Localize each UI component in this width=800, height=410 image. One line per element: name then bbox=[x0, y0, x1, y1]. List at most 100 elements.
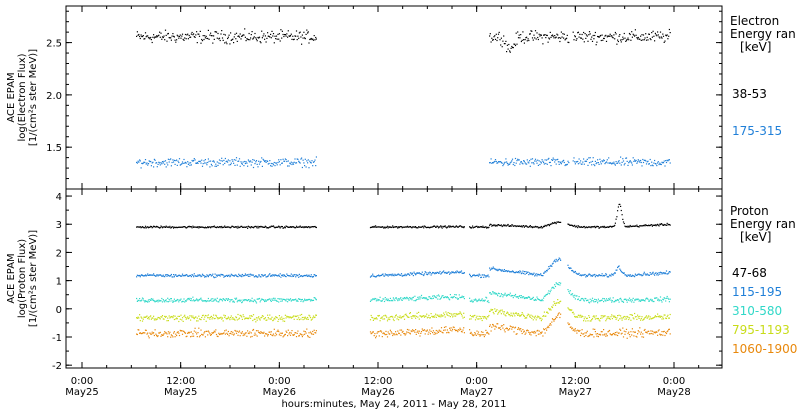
data-point bbox=[600, 226, 602, 228]
data-point bbox=[192, 225, 194, 227]
data-point bbox=[523, 225, 525, 227]
data-point bbox=[272, 335, 274, 337]
data-point bbox=[165, 166, 167, 168]
data-point bbox=[430, 330, 432, 332]
data-point bbox=[660, 223, 662, 225]
data-point bbox=[227, 316, 229, 318]
data-point bbox=[196, 320, 198, 322]
data-point bbox=[487, 300, 489, 302]
data-point bbox=[527, 226, 529, 228]
data-point bbox=[284, 227, 286, 229]
data-point bbox=[541, 298, 543, 301]
data-point bbox=[509, 225, 511, 227]
data-point bbox=[566, 164, 568, 166]
data-point bbox=[376, 332, 378, 334]
data-point bbox=[513, 225, 515, 227]
data-point bbox=[550, 289, 552, 291]
data-point bbox=[301, 298, 303, 301]
data-point bbox=[595, 299, 597, 301]
data-point bbox=[603, 274, 605, 277]
data-point bbox=[654, 32, 656, 34]
data-point bbox=[412, 226, 414, 228]
data-point bbox=[256, 227, 258, 229]
data-point bbox=[195, 34, 197, 36]
data-point bbox=[603, 226, 605, 228]
data-point bbox=[185, 162, 187, 164]
data-point bbox=[236, 40, 238, 42]
data-point bbox=[651, 272, 653, 274]
data-point bbox=[421, 328, 423, 330]
data-point bbox=[173, 331, 175, 333]
data-point bbox=[221, 317, 224, 319]
data-point bbox=[577, 314, 579, 316]
data-point bbox=[183, 330, 185, 333]
data-point bbox=[167, 301, 169, 303]
data-point bbox=[154, 275, 156, 277]
data-point bbox=[425, 226, 427, 228]
data-point bbox=[237, 334, 239, 336]
data-point bbox=[486, 227, 488, 229]
data-point bbox=[244, 275, 246, 277]
data-point bbox=[309, 276, 312, 278]
data-point bbox=[597, 333, 599, 335]
data-point bbox=[217, 274, 219, 276]
data-point bbox=[507, 223, 509, 226]
data-point bbox=[497, 161, 500, 163]
data-point bbox=[664, 165, 666, 167]
data-point bbox=[400, 317, 403, 319]
data-point bbox=[654, 316, 656, 318]
data-point bbox=[645, 331, 648, 333]
data-point bbox=[440, 272, 443, 274]
data-point bbox=[435, 333, 437, 335]
data-point bbox=[617, 299, 619, 301]
data-point bbox=[287, 298, 289, 300]
data-point bbox=[503, 269, 505, 271]
data-point bbox=[384, 314, 386, 316]
data-point bbox=[303, 31, 305, 33]
data-point bbox=[495, 160, 497, 163]
data-point bbox=[221, 333, 223, 335]
data-point bbox=[454, 313, 456, 315]
data-point bbox=[648, 300, 650, 302]
data-point bbox=[593, 315, 595, 317]
data-point bbox=[162, 36, 164, 39]
data-point bbox=[463, 272, 465, 274]
data-point bbox=[215, 276, 217, 278]
data-point bbox=[501, 46, 503, 48]
data-point bbox=[523, 315, 525, 317]
data-point bbox=[436, 332, 438, 334]
data-point bbox=[188, 34, 190, 37]
data-point bbox=[449, 327, 451, 329]
data-point bbox=[376, 275, 378, 277]
data-point bbox=[201, 316, 203, 319]
data-point bbox=[441, 271, 443, 274]
data-point bbox=[414, 315, 416, 317]
data-point bbox=[617, 40, 619, 43]
data-point bbox=[523, 160, 525, 162]
data-point bbox=[471, 226, 473, 229]
data-point bbox=[277, 161, 279, 164]
data-point bbox=[448, 332, 450, 334]
data-point bbox=[531, 272, 533, 275]
data-point bbox=[281, 316, 283, 318]
data-point bbox=[614, 31, 616, 34]
data-point bbox=[506, 327, 508, 329]
data-point bbox=[647, 39, 649, 41]
data-point bbox=[663, 273, 665, 275]
data-point bbox=[280, 300, 282, 302]
data-point bbox=[233, 159, 235, 161]
data-point bbox=[516, 160, 518, 162]
data-point bbox=[139, 332, 141, 334]
series-310-580 bbox=[136, 282, 671, 304]
data-point bbox=[397, 330, 399, 332]
data-point bbox=[207, 227, 209, 229]
data-point bbox=[191, 335, 193, 337]
data-point bbox=[312, 161, 315, 163]
data-point bbox=[311, 226, 313, 228]
data-point bbox=[538, 316, 540, 318]
data-point bbox=[259, 41, 261, 43]
data-point bbox=[149, 226, 151, 228]
data-point bbox=[257, 330, 259, 332]
data-point bbox=[268, 298, 270, 300]
data-point bbox=[658, 163, 660, 166]
